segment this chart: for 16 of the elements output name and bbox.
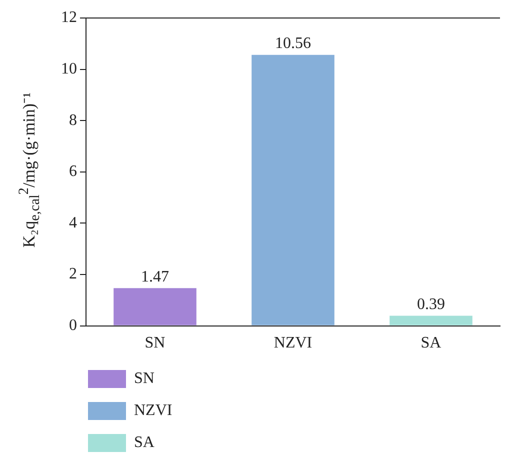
y-tick-label: 6 bbox=[69, 163, 77, 180]
data-label: 10.56 bbox=[275, 35, 311, 52]
x-tick-label: SN bbox=[144, 334, 166, 352]
y-tick-label: 10 bbox=[61, 60, 77, 78]
data-label: 0.39 bbox=[417, 296, 445, 313]
y-tick-label: 12 bbox=[61, 9, 77, 26]
legend-label: SA bbox=[134, 434, 155, 452]
legend-label: SN bbox=[134, 370, 155, 388]
legend-label: NZVI bbox=[134, 402, 172, 420]
y-tick-label: 4 bbox=[69, 214, 77, 232]
x-tick-label: NZVI bbox=[274, 334, 312, 352]
y-tick-label: 0 bbox=[69, 317, 77, 334]
y-tick-label: 2 bbox=[69, 266, 77, 283]
x-tick-label: SA bbox=[420, 334, 442, 352]
data-label: 1.47 bbox=[141, 268, 169, 286]
y-tick-label: 8 bbox=[69, 112, 77, 129]
